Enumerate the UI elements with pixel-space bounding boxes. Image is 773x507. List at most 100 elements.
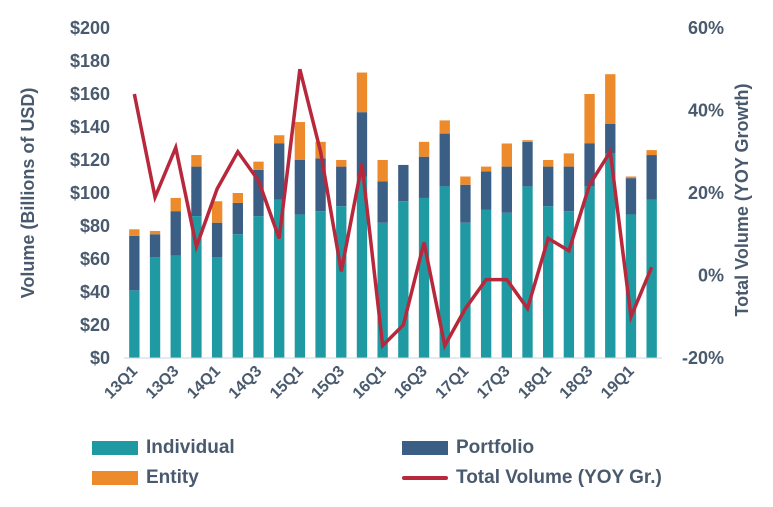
line-total-volume-yoy: [132, 68, 654, 351]
bar-portfolio-17q3: [501, 166, 512, 213]
x-tick-label: 16Q1: [350, 363, 390, 403]
bar-individual-16q2: [398, 201, 409, 358]
line-layer: [132, 68, 654, 351]
bar-portfolio-19q2: [646, 155, 657, 200]
y-left-tick-label: $140: [70, 117, 110, 137]
y-left-tick-label: $180: [70, 51, 110, 71]
bar-entity-13q2: [149, 230, 161, 235]
bar-portfolio-14q2: [232, 202, 243, 235]
x-tick-label: 14Q1: [184, 363, 224, 403]
bar-individual-15q1: [294, 214, 306, 358]
x-tick-label: 18Q1: [515, 363, 555, 403]
y-left-tick-label: $80: [80, 216, 110, 236]
bar-entity-15q4: [356, 72, 368, 113]
bar-entity-16q4: [439, 120, 450, 134]
bar-individual-16q3: [418, 197, 430, 358]
y-left-tick-label: $60: [80, 249, 110, 269]
x-tick-label: 15Q3: [308, 363, 348, 403]
bar-entity-17q1: [460, 176, 471, 185]
bar-portfolio-16q1: [377, 181, 388, 223]
bar-individual-17q1: [460, 222, 471, 358]
bar-individual-14q1: [211, 257, 223, 358]
bar-portfolio-18q1: [543, 166, 554, 207]
bar-portfolio-13q4: [191, 166, 202, 217]
y-left-tick-label: $200: [70, 18, 110, 38]
y-axis-left-title: Volume (Billions of USD): [18, 88, 38, 299]
bar-entity-16q1: [377, 160, 388, 182]
y-right-tick-label: 40%: [688, 101, 724, 121]
bar-portfolio-18q3: [584, 143, 595, 187]
y-right-tick-label: 0%: [698, 266, 724, 286]
bar-portfolio-15q1: [294, 160, 306, 215]
x-tick-label: 15Q1: [267, 363, 307, 403]
bar-entity-16q3: [418, 141, 430, 157]
bar-individual-14q3: [253, 216, 264, 358]
bar-individual-17q4: [522, 186, 533, 358]
bar-entity-19q2: [646, 150, 657, 156]
bar-portfolio-15q2: [315, 158, 326, 212]
bar-portfolio-18q2: [563, 166, 575, 212]
bar-group: [129, 72, 657, 358]
bar-individual-19q1: [625, 214, 637, 358]
bar-entity-18q2: [563, 153, 575, 167]
bar-individual-13q2: [149, 257, 161, 358]
x-tick-label: 19Q1: [598, 363, 638, 403]
bar-entity-15q3: [336, 160, 347, 167]
bar-portfolio-14q4: [274, 143, 285, 200]
bar-entity-18q1: [543, 160, 554, 167]
bar-portfolio-17q1: [460, 184, 471, 223]
bar-portfolio-16q4: [439, 133, 450, 187]
right-axis-ticks: -20% 0% 20% 40% 60%: [682, 18, 724, 368]
bar-entity-13q3: [170, 197, 181, 212]
y-right-tick-label: 20%: [688, 183, 724, 203]
x-tick-label: 18Q3: [557, 363, 597, 403]
bar-portfolio-19q1: [625, 178, 637, 215]
bar-individual-15q3: [336, 206, 347, 358]
left-axis-ticks: $0 $20 $40 $60 $80 $100 $120 $140 $160 $180 $200: [70, 18, 110, 368]
bar-entity-14q4: [274, 135, 285, 144]
bar-portfolio-13q2: [149, 234, 161, 258]
bar-portfolio-13q1: [129, 235, 140, 291]
bar-individual-14q4: [274, 199, 285, 358]
bar-portfolio-16q2: [398, 164, 409, 202]
y-left-tick-label: $100: [70, 183, 110, 203]
y-left-tick-label: $20: [80, 315, 110, 335]
bar-entity-13q4: [191, 155, 202, 167]
bar-individual-16q1: [377, 222, 388, 358]
y-right-tick-label: 60%: [688, 18, 724, 38]
bar-entity-18q4: [605, 74, 616, 124]
x-axis-ticks: 13Q1 13Q3 14Q1 14Q3 15Q1 15Q3 16Q1 16Q3 17Q1 17Q3…: [101, 363, 637, 403]
x-tick-label: 16Q3: [391, 363, 431, 403]
bar-individual-15q4: [356, 176, 368, 358]
y-left-tick-label: $160: [70, 84, 110, 104]
bar-individual-13q1: [129, 290, 140, 358]
bar-portfolio-17q4: [522, 141, 533, 187]
y-left-tick-label: $40: [80, 282, 110, 302]
bar-individual-16q4: [439, 186, 450, 358]
bar-individual-18q4: [605, 153, 616, 358]
x-tick-label: 13Q1: [101, 363, 141, 403]
bar-portfolio-18q4: [605, 123, 616, 154]
bar-entity-17q4: [522, 140, 533, 142]
bar-individual-13q4: [191, 216, 202, 358]
x-tick-label: 17Q3: [474, 363, 514, 403]
bar-individual-17q3: [501, 212, 512, 358]
bar-entity-14q1: [211, 201, 223, 223]
y-left-tick-label: $120: [70, 150, 110, 170]
bar-portfolio-13q3: [170, 211, 181, 256]
bar-portfolio-14q1: [211, 222, 223, 258]
bar-entity-19q1: [625, 176, 637, 179]
y-axis-right-title: Total Volume (YOY Growth): [732, 83, 752, 316]
x-tick-label: 17Q1: [433, 363, 473, 403]
bar-entity-18q3: [584, 94, 595, 144]
bar-portfolio-16q3: [418, 156, 430, 198]
bar-individual-13q3: [170, 255, 181, 358]
bar-individual-18q3: [584, 186, 595, 358]
bar-entity-17q3: [501, 143, 512, 167]
bar-portfolio-15q4: [356, 112, 368, 177]
bar-individual-18q1: [543, 206, 554, 358]
bar-individual-19q2: [646, 199, 657, 358]
bar-portfolio-15q3: [336, 166, 347, 207]
bar-individual-15q2: [315, 211, 326, 358]
